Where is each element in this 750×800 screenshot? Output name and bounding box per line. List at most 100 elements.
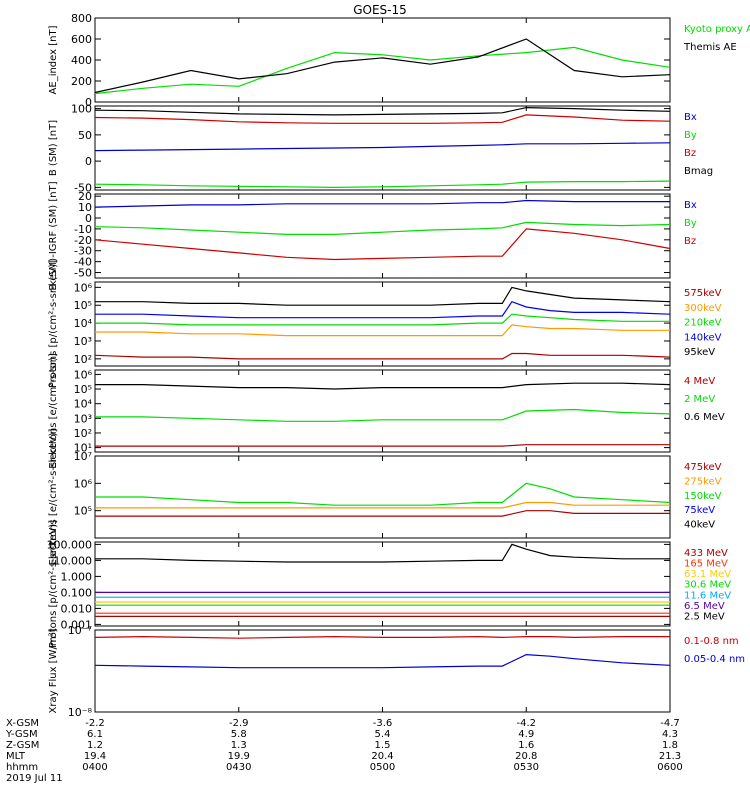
series-line-by [94,221,671,235]
legend-label: Bx [684,112,697,123]
y-tick-label: 1.000 [61,570,93,583]
legend-label: Bmag [684,166,713,177]
x-tick-label: 6.1 [87,729,103,740]
panel-7: 0.001 0.010 0.100 1.000 10.000 100.000Protons… [47,520,732,648]
y-axis-label: B (SM)-IGRF (SM) [nT] [48,181,59,290]
legend-label: By [684,130,697,141]
y-tick-label: 10⁶ [74,368,93,381]
y-tick-label: 200 [71,75,92,88]
series-line-140kev [95,300,671,319]
series-line-300kev [95,324,670,337]
x-tick-label: 4.3 [662,729,678,740]
legend-label: 2.5 MeV [684,611,725,622]
series-line-themis-ae [94,38,671,94]
y-tick-label: 0 [85,212,92,225]
legend-label: 6.5 MeV [684,601,725,612]
legend-label: 433 MeV [684,548,728,559]
series-line-bmag [94,106,671,116]
y-axis-label: Protons [p/(cm²-s-sr-keV)] [48,520,59,648]
series-line-475kev [95,510,670,517]
y-tick-label: -50 [74,267,92,280]
y-tick-label: 10⁵ [74,299,92,312]
legend-label: 40keV [684,520,715,531]
y-axis-label: Protons [p/(cm²-s-sr-keV)] [48,260,59,388]
x-tick-label: 19.9 [228,751,250,762]
series-line-bx [94,199,670,208]
y-tick-label: -10 [74,223,92,236]
legend-label: 165 MeV [684,559,728,570]
y-axis-label: Xray Flux [W/m²] [48,628,59,713]
series-line-kyoto-proxy-ae [94,46,671,95]
legend-label: 0.6 MeV [684,412,725,423]
y-tick-label: 10⁷ [74,450,92,463]
x-tick-label: 1.3 [231,740,247,751]
legend-label: 575keV [684,288,722,299]
legend-label: 95keV [684,347,715,358]
series-line-bx [94,142,671,152]
x-tick-label: 21.3 [659,751,681,762]
plot-title: GOES-15 [353,3,407,17]
x-tick-label: 20.4 [371,751,393,762]
legend-label: Themis AE [683,42,737,53]
legend-label: 140keV [684,332,722,343]
x-tick-label: -2.2 [85,718,105,729]
y-tick-label: 50 [78,129,92,142]
x-axis-row-label: hhmm [6,762,38,773]
x-axis-row-label: X-GSM [6,718,39,729]
x-tick-label: 20.8 [515,751,537,762]
panel-frame [94,17,671,103]
y-tick-label: 800 [71,12,92,25]
x-axis-row-label: MLT [6,751,26,762]
legend-label: 75keV [684,505,715,516]
x-tick-label: 1.8 [662,740,678,751]
panel-frame [94,369,671,453]
legend-label: 63.1 MeV [684,569,731,580]
y-tick-label: 10⁴ [74,317,93,330]
x-tick-label: 5.4 [375,729,391,740]
series-line-0-05-0-4-nm [94,653,671,669]
legend-label: Bz [684,148,696,159]
y-tick-label: 100.000 [47,538,93,551]
x-axis-row-label: Y-GSM [5,729,38,740]
legend-label: 275keV [684,476,722,487]
x-tick-label: 19.4 [84,751,106,762]
x-tick-label: -3.6 [373,718,393,729]
x-axis-row-label: Z-GSM [6,740,39,751]
legend-label: 4 MeV [684,376,715,387]
panel-frame [94,629,671,713]
series-line-150kev [95,482,671,506]
series-line-2-5-mev [95,543,670,563]
panel-frame [94,193,671,279]
x-axis-row-label: 2019 Jul 11 [6,773,63,784]
panel-4: 10² 10³ 10⁴ 10⁵ 10⁶ Protons [p/(cm²-s-sr-keV)… [48,260,722,388]
legend-label: Kyoto proxy AE [684,24,750,35]
legend-label: Bx [684,200,697,211]
panel-8: 10⁻⁸ 10⁻⁷ Xray Flux [W/m²] 0.1-0.8 nm 0.05-0… [48,624,745,719]
legend-label: 11.6 MeV [684,590,731,601]
y-axis-label: Electrons [e/(cm²-s-sr-keV)] [48,428,59,565]
y-tick-label: 600 [71,33,92,46]
series-line-bz [94,228,671,261]
y-tick-label: 10⁻⁷ [68,624,92,637]
y-tick-label: 10¹ [74,442,92,455]
y-axis-label: B (SM) [nT] [48,120,59,176]
legend-label: 210keV [684,318,722,329]
x-tick-label: 0500 [370,762,395,773]
y-tick-label: 10⁻⁸ [68,706,93,719]
y-tick-label: 10² [74,427,92,440]
y-tick-label: 10 [78,201,92,214]
y-tick-label: -20 [74,234,92,247]
x-tick-label: 0530 [514,762,539,773]
y-tick-label: 10² [74,353,92,366]
legend-label: 475keV [684,462,722,473]
y-tick-label: -30 [74,245,92,258]
series-line-2-mev [95,408,671,422]
x-tick-label: -4.2 [516,718,536,729]
series-line-210kev [95,313,670,326]
y-tick-label: 10⁵ [74,505,92,518]
x-tick-label: -2.9 [229,718,249,729]
